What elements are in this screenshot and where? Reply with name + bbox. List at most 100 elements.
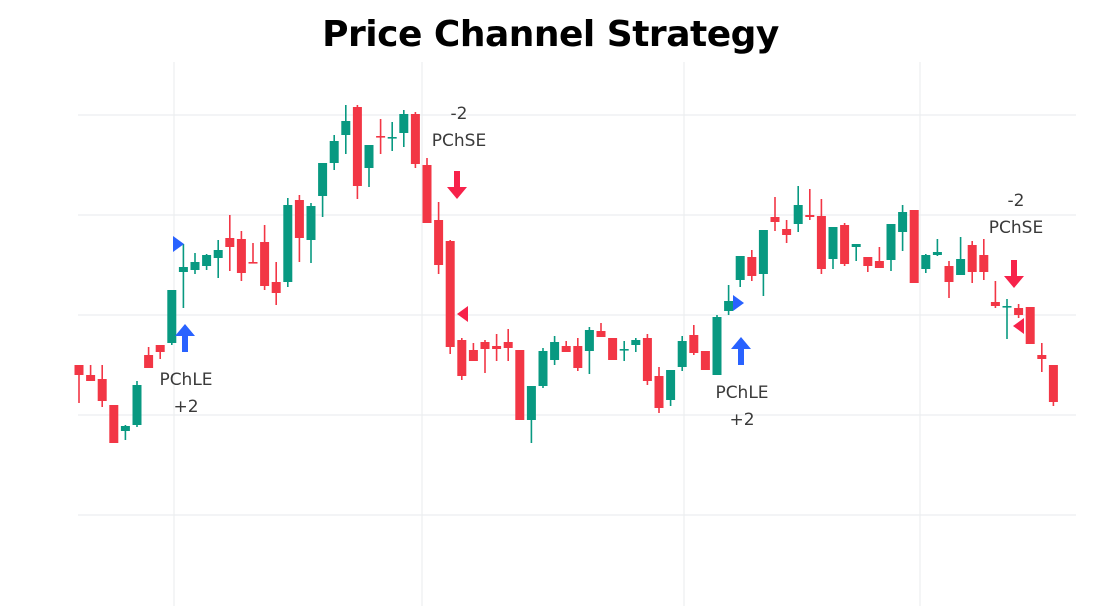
- candle-up: [306, 203, 316, 263]
- candle-down: [155, 345, 165, 359]
- candle-down: [689, 325, 699, 355]
- signal-qty: -2: [1008, 191, 1025, 211]
- candle-up: [538, 348, 548, 388]
- candle-down: [782, 220, 792, 243]
- candle-up: [120, 425, 130, 440]
- candle-down: [967, 241, 977, 283]
- candle-down: [747, 250, 757, 281]
- signal-qty: +2: [729, 410, 754, 430]
- candle-up: [190, 253, 200, 274]
- candle-down: [434, 202, 444, 274]
- candle-up: [898, 205, 908, 251]
- candle-down: [492, 334, 502, 361]
- triangle-left-icon: [1013, 318, 1024, 334]
- candle-down: [422, 158, 432, 223]
- candle-down: [260, 225, 270, 290]
- candle-down: [573, 338, 583, 371]
- candle-down: [86, 365, 96, 381]
- signal-pchse-1: PChSE -2: [432, 104, 486, 322]
- candle-up: [851, 244, 861, 261]
- candle-down: [457, 338, 467, 380]
- candle-up: [828, 227, 838, 269]
- candle-up: [526, 386, 536, 443]
- candle-down: [700, 351, 710, 370]
- arrow-down-icon: [1004, 260, 1024, 288]
- candle-down: [248, 243, 258, 264]
- candle-down: [294, 195, 304, 262]
- candle-up: [724, 285, 734, 315]
- candle-up: [956, 237, 966, 275]
- candle-down: [840, 223, 850, 266]
- arrow-up-icon: [731, 337, 751, 365]
- chart-title: Price Channel Strategy: [322, 14, 779, 55]
- candle-down: [1025, 307, 1035, 344]
- candle-down: [376, 119, 386, 154]
- candle-down: [596, 323, 606, 337]
- candle-down: [608, 338, 618, 360]
- signal-pchle-1: PChLE +2: [159, 236, 213, 417]
- candle-up: [886, 224, 896, 271]
- candle-down: [236, 231, 246, 281]
- signal-pchle-2: PChLE +2: [715, 295, 769, 430]
- candle-down: [410, 112, 420, 168]
- candle-up: [364, 145, 374, 187]
- candle-down: [503, 329, 513, 361]
- candle-down: [561, 341, 571, 352]
- candle-down: [816, 199, 826, 274]
- candle-up: [213, 240, 223, 278]
- candle-down: [990, 281, 1000, 308]
- candle-down: [770, 197, 780, 231]
- triangle-left-icon: [457, 306, 468, 322]
- candle-down: [480, 340, 490, 373]
- candle-up: [712, 315, 722, 375]
- candle-down: [271, 262, 281, 305]
- candle-down: [225, 215, 235, 271]
- candle-up: [132, 381, 142, 427]
- candle-down: [944, 261, 954, 298]
- candle-up: [1002, 299, 1012, 339]
- candle-down: [1037, 343, 1047, 372]
- candle-up: [666, 370, 676, 406]
- candle-up: [387, 122, 397, 151]
- candle-down: [468, 343, 478, 361]
- candle-down: [352, 105, 362, 199]
- candle-down: [97, 365, 107, 407]
- candle-up: [341, 105, 351, 154]
- chart-grid: [78, 62, 1076, 606]
- candle-up: [283, 198, 293, 287]
- candle-down: [445, 240, 455, 354]
- candle-up: [202, 254, 212, 270]
- arrow-down-icon: [447, 171, 467, 199]
- candle-up: [932, 239, 942, 256]
- arrow-up-icon: [175, 324, 195, 352]
- candle-up: [619, 341, 629, 361]
- candle-up: [399, 110, 409, 147]
- signal-markers: PChLE +2 PChSE -2 PChLE +2 PChSE -2: [159, 104, 1043, 430]
- candle-up: [758, 230, 768, 296]
- candle-up: [735, 256, 745, 287]
- candle-down: [144, 347, 154, 368]
- candle-up: [584, 327, 594, 374]
- signal-pchse-2: PChSE -2: [989, 191, 1043, 334]
- candle-up: [167, 290, 177, 345]
- signal-qty: +2: [173, 397, 198, 417]
- triangle-right-icon: [733, 295, 744, 311]
- candle-down: [1014, 304, 1024, 318]
- candle-up: [178, 244, 188, 308]
- signal-label: PChLE: [159, 370, 212, 390]
- candle-down: [654, 367, 664, 413]
- candle-down: [642, 334, 652, 385]
- candle-up: [793, 186, 803, 232]
- candle-up: [677, 336, 687, 371]
- candle-down: [979, 239, 989, 280]
- candle-down: [874, 247, 884, 268]
- candle-down: [515, 350, 525, 420]
- candle-series: [74, 105, 1058, 443]
- candle-up: [921, 254, 931, 273]
- candle-down: [805, 189, 815, 220]
- signal-qty: -2: [451, 104, 468, 124]
- candle-down: [1048, 365, 1058, 406]
- signal-label: PChSE: [432, 131, 486, 151]
- candle-up: [550, 336, 560, 365]
- candle-up: [318, 163, 328, 217]
